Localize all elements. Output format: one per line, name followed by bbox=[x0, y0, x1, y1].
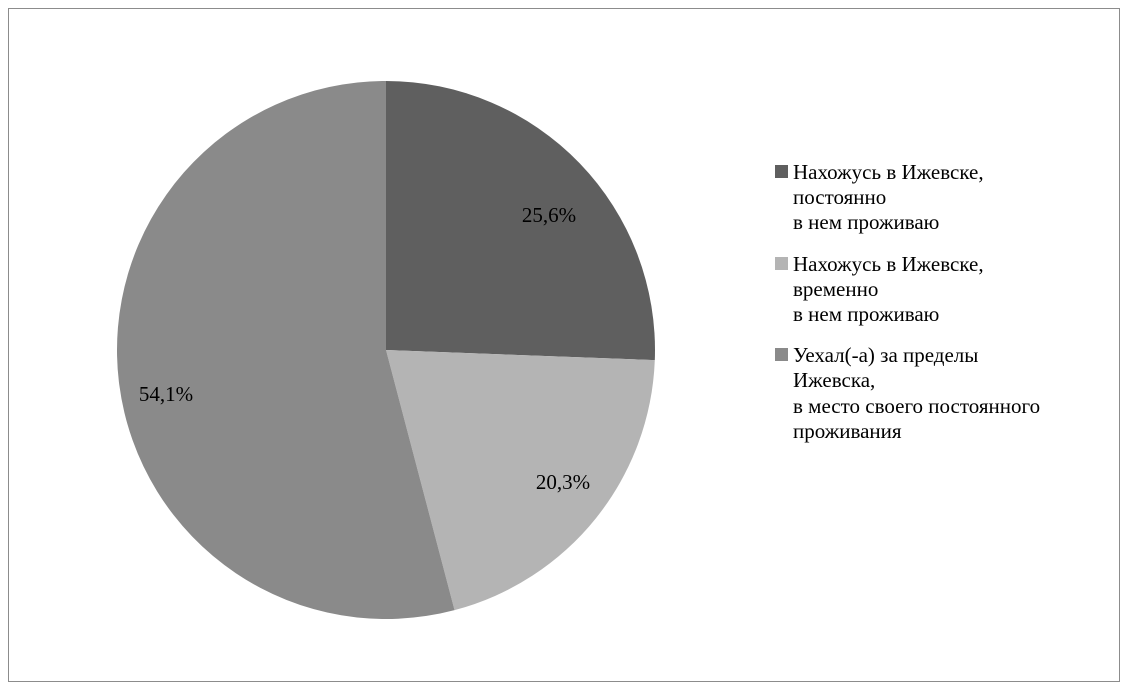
legend-label-line: Уехал(-а) за пределы bbox=[793, 343, 979, 368]
pie-slices bbox=[116, 81, 655, 619]
legend-label-line: постоянно bbox=[793, 185, 887, 210]
pie-slice-temporary bbox=[386, 350, 655, 611]
pie-slice-permanent bbox=[386, 81, 655, 361]
legend-label-line: Нахожусь в Ижевске, bbox=[793, 160, 984, 184]
legend-label-line: в место своего постоянного bbox=[793, 393, 1041, 418]
legend-label-line: временно bbox=[793, 276, 879, 301]
legend-item-left-city: Уехал(-а) за пределы Ижевска, в место св… bbox=[775, 343, 1120, 444]
data-label-slice-3: 54,1% bbox=[139, 382, 193, 406]
legend-label-line: в нем проживаю bbox=[793, 210, 940, 235]
legend-label-line: Ижевска, bbox=[793, 368, 876, 393]
legend-item-permanent: Нахожусь в Ижевске, постоянно в нем прож… bbox=[775, 160, 1120, 236]
pie-slice-left-city bbox=[116, 81, 455, 619]
legend-swatch-temporary bbox=[775, 256, 788, 270]
legend-label-line: Нахожусь в Ижевске, bbox=[793, 251, 984, 276]
legend-label-line: проживания bbox=[793, 418, 902, 443]
legend-swatch-permanent bbox=[775, 165, 788, 178]
data-label-slice-2: 20,3% bbox=[536, 470, 590, 494]
data-label-slice-1: 25,6% bbox=[522, 203, 576, 227]
legend-swatch-left-city bbox=[775, 348, 788, 362]
legend-item-temporary: Нахожусь в Ижевске, временно в нем прожи… bbox=[775, 252, 1120, 328]
legend-label-line: в нем проживаю bbox=[793, 301, 940, 326]
pie-data-labels: 25,6% 20,3% 54,1% bbox=[139, 203, 590, 494]
legend: Нахожусь в Ижевске, постоянно в нем прож… bbox=[775, 160, 1120, 460]
